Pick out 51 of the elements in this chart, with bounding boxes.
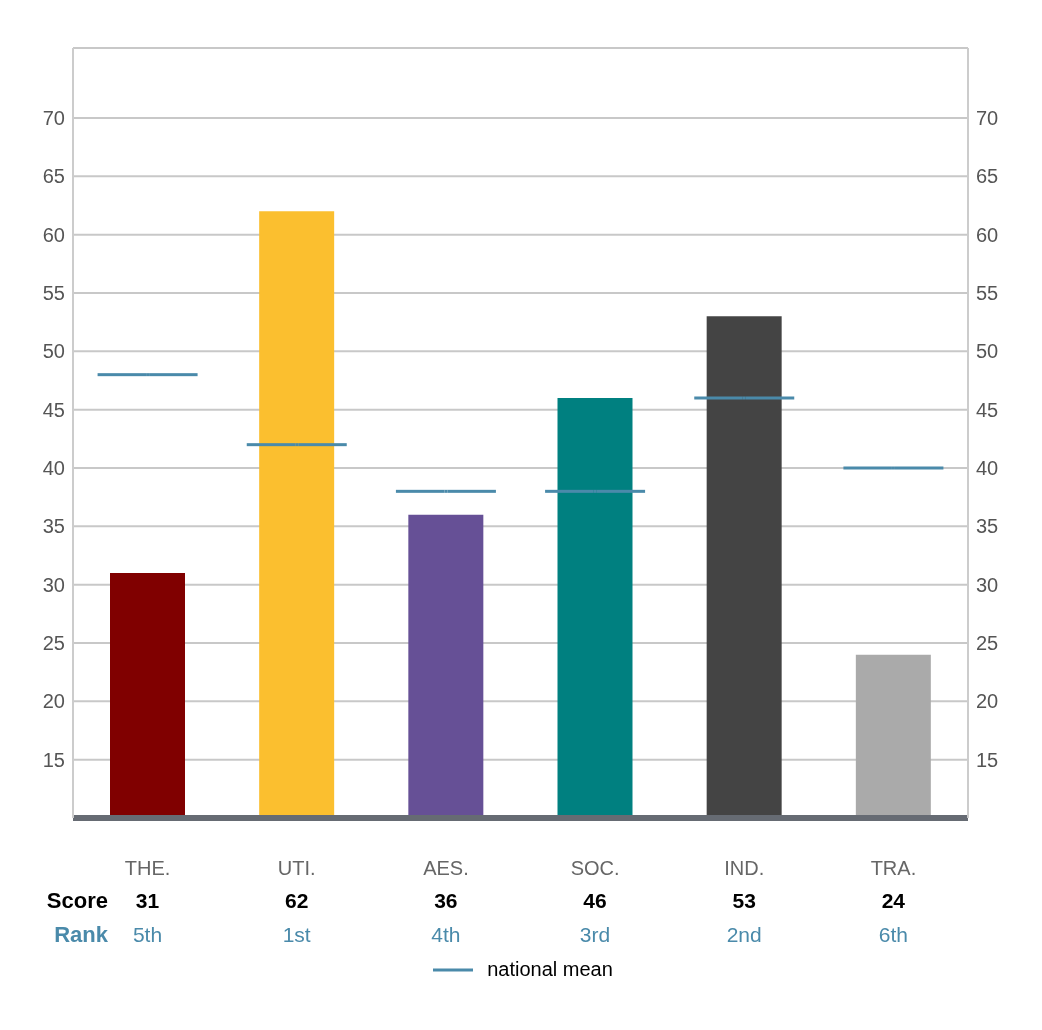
data-label: 46 <box>583 889 607 912</box>
y-tick-label: 60 <box>42 223 65 246</box>
text: 5th <box>132 923 163 946</box>
data-label: 62 <box>284 889 309 912</box>
point <box>593 489 597 493</box>
point <box>891 466 895 470</box>
point <box>295 443 299 447</box>
y-tick-label: 55 <box>42 282 65 305</box>
legend-label: national mean <box>487 958 613 981</box>
y2-tick-label: 50 <box>976 340 999 363</box>
y-tick-label: 50 <box>42 340 65 363</box>
y-tick-label: 40 <box>42 457 65 480</box>
x-tick-label: THE. <box>124 857 171 880</box>
point <box>742 396 746 400</box>
text: 2nd <box>726 923 762 946</box>
x-tick-label: UTI. <box>277 857 316 880</box>
y2-tick-label: 15 <box>976 748 999 771</box>
y-tick-label: 25 <box>42 632 65 655</box>
y2-tick-label: 35 <box>976 515 999 538</box>
y2-tick-label: 60 <box>976 223 999 246</box>
y2-tick-label: 40 <box>976 457 999 480</box>
data-label: 24 <box>881 889 906 912</box>
point <box>444 489 448 493</box>
y2-tick-label: 70 <box>976 107 999 130</box>
y2-tick-label: 25 <box>976 632 999 655</box>
y-tick-label: 30 <box>42 573 65 596</box>
data-label: 53 <box>732 889 756 912</box>
text: Rank <box>54 922 109 947</box>
text: 1st <box>282 923 311 946</box>
y2-tick-label: 65 <box>976 165 999 188</box>
y2-tick-label: 30 <box>976 573 999 596</box>
text: Score <box>46 888 108 913</box>
text: 4th <box>431 923 461 946</box>
text: 3rd <box>579 923 611 946</box>
x-tick-label: TRA. <box>870 857 917 880</box>
y-tick-label: 65 <box>42 165 65 188</box>
x-tick-label: SOC. <box>570 857 620 880</box>
text: 6th <box>878 923 908 946</box>
x-tick-label: IND. <box>724 857 765 880</box>
y-tick-label: 20 <box>42 690 65 713</box>
data-label: 31 <box>135 889 160 912</box>
y2-tick-label: 45 <box>976 398 999 421</box>
y2-tick-label: 20 <box>976 690 999 713</box>
y-tick-label: 45 <box>42 398 65 421</box>
y-tick-label: 35 <box>42 515 65 538</box>
y2-tick-label: 55 <box>976 282 999 305</box>
y-tick-label: 15 <box>42 748 65 771</box>
point <box>146 373 150 377</box>
data-label: 36 <box>434 889 458 912</box>
y-tick-label: 70 <box>42 107 65 130</box>
x-tick-label: AES. <box>423 857 469 880</box>
